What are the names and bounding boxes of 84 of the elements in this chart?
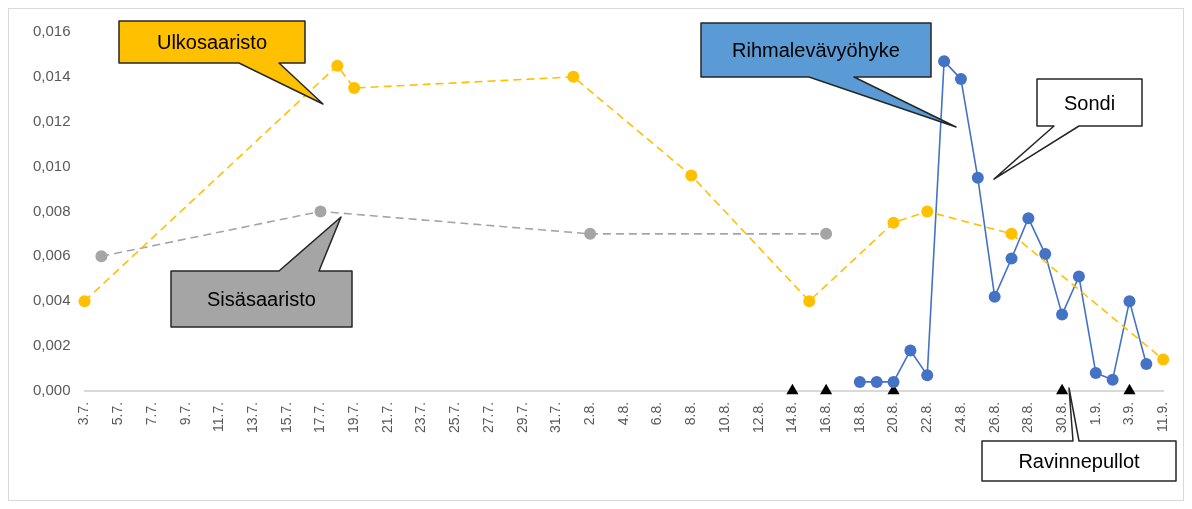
x-tick-label: 8.8. <box>682 401 699 426</box>
point <box>921 369 934 382</box>
x-tick-label: 7.7. <box>142 401 159 426</box>
point <box>887 375 900 388</box>
point <box>786 383 799 395</box>
y-tick-label: 0,008 <box>32 201 71 219</box>
x-tick-label: 29.7. <box>513 401 530 433</box>
point <box>870 375 883 388</box>
y-tick-label: 0,014 <box>32 67 71 84</box>
x-tick-label: 26.8. <box>985 401 1002 433</box>
annotation: Sondi <box>1063 91 1116 114</box>
point <box>853 375 866 388</box>
y-tick-label: 0,004 <box>32 291 71 309</box>
point <box>348 82 361 95</box>
point <box>1005 227 1018 240</box>
x-tick-label: 6.8. <box>648 401 665 426</box>
x-tick-label: 22.8. <box>918 401 935 433</box>
x-tick-label: 5.7. <box>109 401 126 426</box>
x-tick-label: 31.7. <box>547 401 564 433</box>
x-tick-label: 14.8. <box>783 401 800 433</box>
point <box>887 216 900 229</box>
series-label: Rihmalevävyöhyke <box>732 39 900 61</box>
y-tick-label: 0,010 <box>32 156 71 174</box>
point <box>567 70 580 83</box>
x-tick-label: 12.8. <box>749 401 766 433</box>
point <box>1123 295 1136 308</box>
point <box>820 383 833 395</box>
point <box>314 205 327 218</box>
point <box>820 227 833 240</box>
point <box>938 55 951 68</box>
point <box>1056 308 1069 321</box>
point <box>904 344 917 357</box>
x-tick-label: 23.7. <box>412 401 429 433</box>
x-tick-label: 2.8. <box>581 401 598 426</box>
x-tick-label: 17.7. <box>311 401 328 433</box>
point <box>988 290 1001 303</box>
x-tick-label: 16.8. <box>816 401 833 433</box>
point <box>1056 383 1069 395</box>
x-tick-label: 25.7. <box>446 401 463 433</box>
x-tick-label: 24.8. <box>951 401 968 433</box>
point <box>1072 270 1085 283</box>
x-tick-label: 20.8. <box>884 401 901 433</box>
point <box>921 205 934 218</box>
x-tick-label: 21.7. <box>378 401 395 433</box>
y-tick-label: 0,012 <box>32 111 71 129</box>
speech-bubble: Sisäsaaristo <box>170 216 353 328</box>
x-tick-label: 1.9. <box>1086 401 1103 426</box>
x-tick-label: 9.7. <box>176 401 193 426</box>
point <box>971 171 984 184</box>
point <box>1157 353 1170 366</box>
point <box>1039 248 1052 261</box>
point <box>1123 383 1136 395</box>
x-tick-label: 3.9. <box>1120 401 1137 426</box>
point <box>331 59 344 72</box>
x-tick-label: 11.7. <box>210 401 227 432</box>
x-tick-label: 10.8. <box>715 401 732 433</box>
x-tick-label: 3.7. <box>75 401 92 426</box>
point <box>1106 373 1119 386</box>
y-tick-label: 0,000 <box>32 381 71 398</box>
point <box>954 73 967 86</box>
point <box>685 169 698 182</box>
y-tick-label: 0,006 <box>32 246 71 264</box>
speech-bubble: Sondi <box>993 78 1143 180</box>
x-tick-label: 28.8. <box>1019 401 1036 433</box>
x-tick-label: 4.8. <box>614 401 631 426</box>
x-tick-label: 11.9. <box>1154 401 1171 432</box>
x-tick-label: 15.7. <box>277 401 294 433</box>
x-tick-label: 27.7. <box>479 401 496 433</box>
point <box>1140 357 1153 370</box>
point <box>95 250 108 263</box>
point <box>1022 212 1035 225</box>
y-tick-label: 0,002 <box>32 336 71 354</box>
y-tick-label: 0,016 <box>32 22 71 40</box>
x-tick-label: 18.8. <box>850 401 867 433</box>
point <box>78 295 91 308</box>
point <box>803 295 816 308</box>
x-tick-label: 30.8. <box>1052 401 1069 433</box>
speech-bubble: Rihmalevävyöhyke <box>700 22 957 128</box>
speech-bubble: Ulkosaaristo <box>118 20 324 105</box>
point <box>584 227 597 240</box>
point <box>1089 366 1102 379</box>
x-tick-label: 13.7. <box>243 401 260 433</box>
point <box>1005 252 1018 265</box>
x-tick-label: 19.7. <box>345 401 362 433</box>
